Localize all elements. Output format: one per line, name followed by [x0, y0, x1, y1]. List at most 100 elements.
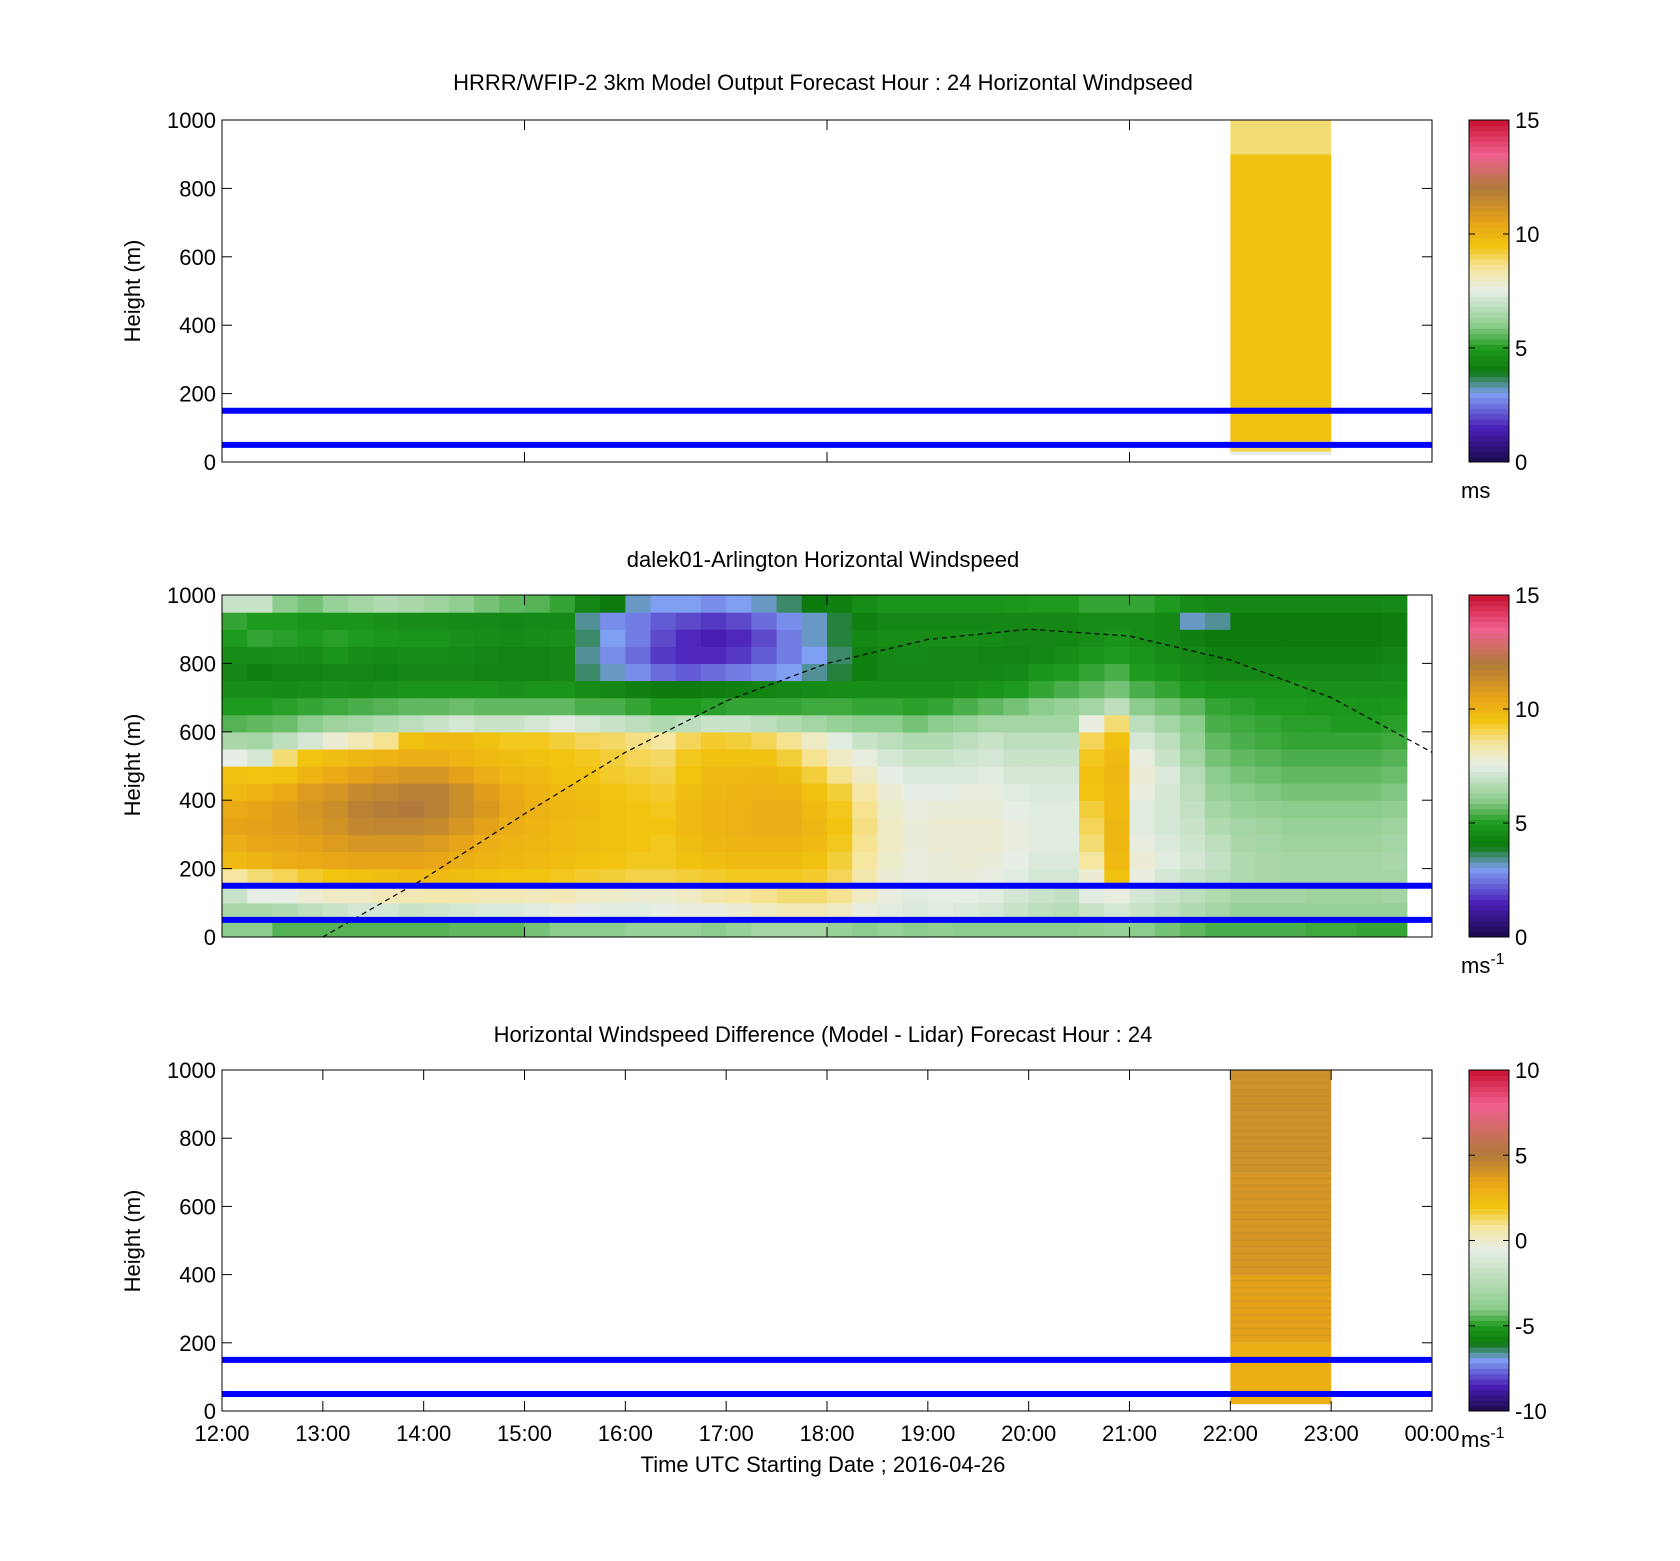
lidar-cell	[1255, 851, 1282, 870]
lidar-cell	[1028, 697, 1055, 716]
lidar-cell	[827, 817, 853, 835]
colorbar-segment	[1469, 675, 1509, 681]
lidar-cell	[675, 766, 702, 784]
lidar-cell	[675, 834, 702, 853]
colorbar-segment	[1469, 808, 1509, 815]
lidar-cell	[625, 766, 652, 784]
lidar-cell	[953, 714, 979, 733]
lidar-cell	[247, 800, 274, 818]
y-tick-label: 1000	[167, 1058, 216, 1083]
lidar-cell	[650, 646, 677, 664]
colorbar-segment	[1469, 824, 1509, 831]
lidar-cell	[1230, 800, 1257, 818]
lidar-cell	[222, 851, 248, 870]
lidar-cell	[877, 748, 904, 767]
colorbar-segment	[1469, 1139, 1509, 1146]
lidar-cell	[927, 766, 954, 784]
lidar-cell	[978, 680, 1005, 699]
colorbar-segment	[1469, 1176, 1509, 1183]
lidar-cell	[398, 731, 425, 750]
lidar-cell	[1381, 595, 1408, 613]
lidar-cell	[1356, 731, 1383, 750]
lidar-cell	[474, 902, 500, 921]
lidar-cell	[348, 868, 374, 887]
lidar-cell	[675, 902, 702, 921]
lidar-cell	[902, 697, 929, 716]
colorbar-segment	[1469, 146, 1509, 153]
colorbar-segment	[1469, 1400, 1509, 1407]
lidar-cell	[1205, 868, 1231, 887]
lidar-cell	[1003, 885, 1030, 904]
lidar-cell	[801, 595, 828, 613]
colorbar-segment	[1469, 413, 1509, 420]
lidar-cell	[398, 646, 425, 664]
lidar-cell	[700, 800, 727, 818]
colorbar-segment	[1469, 216, 1509, 223]
lidar-cell	[1205, 817, 1231, 835]
lidar-cell	[1179, 885, 1206, 904]
lidar-cell	[927, 800, 954, 818]
model-band	[1230, 1205, 1332, 1207]
colorbar-segment	[1469, 349, 1509, 356]
lidar-cell	[524, 731, 551, 750]
lidar-cell	[448, 834, 475, 853]
lidar-cell	[1331, 680, 1357, 699]
lidar-cell	[1179, 834, 1206, 853]
model-band	[1230, 1232, 1332, 1234]
colorbar-segment	[1469, 456, 1509, 463]
lidar-cell	[902, 817, 929, 835]
lidar-cell	[1331, 834, 1357, 853]
lidar-cell	[1129, 663, 1156, 682]
lidar-cell	[726, 766, 752, 784]
lidar-cell	[978, 783, 1005, 801]
lidar-cell	[1079, 748, 1105, 767]
lidar-cell	[827, 885, 853, 904]
lidar-cell	[650, 731, 677, 750]
lidar-cell	[1003, 817, 1030, 835]
lidar-cell	[549, 868, 576, 887]
lidar-cell	[600, 748, 626, 767]
colorbar-tick-label: 15	[1515, 108, 1539, 133]
lidar-cell	[801, 783, 828, 801]
lidar-cell	[272, 646, 299, 664]
lidar-cell	[675, 851, 702, 870]
lidar-cell	[700, 646, 727, 664]
colorbar-segment	[1469, 419, 1509, 426]
lidar-cell	[373, 885, 400, 904]
lidar-cell	[423, 851, 450, 870]
lidar-cell	[373, 680, 400, 699]
lidar-cell	[978, 748, 1005, 767]
colorbar-segment	[1469, 1085, 1509, 1092]
colorbar-segment	[1469, 830, 1509, 836]
plot-area: 0 200 400 600 800 1000 12:00 13:00 14:00 15:00 16:…	[167, 1058, 1459, 1446]
colorbar-segment	[1469, 894, 1509, 901]
lidar-cell	[1003, 680, 1030, 699]
lidar-cell	[1079, 629, 1105, 647]
lidar-cell	[423, 663, 450, 682]
lidar-cell	[499, 817, 526, 835]
lidar-cell	[1305, 919, 1332, 937]
lidar-cell	[1205, 800, 1231, 818]
lidar-cell	[448, 766, 475, 784]
colorbar-segment	[1469, 1347, 1509, 1353]
lidar-cell	[474, 748, 500, 767]
lidar-cell	[978, 834, 1005, 853]
lidar-cell	[1255, 868, 1282, 887]
lidar-cell	[953, 612, 979, 630]
colorbar-segment	[1469, 1395, 1509, 1401]
lidar-cell	[1104, 919, 1131, 937]
lidar-cell	[499, 800, 526, 818]
colorbar-segment	[1469, 168, 1509, 174]
lidar-cell	[953, 800, 979, 818]
colorbar-tick-label: 10	[1515, 222, 1539, 247]
lidar-cell	[524, 595, 551, 613]
colorbar-segment	[1469, 1208, 1509, 1215]
lidar-cell	[852, 595, 879, 613]
colorbar-segment	[1469, 451, 1509, 458]
lidar-cell	[524, 902, 551, 921]
lidar-cell	[827, 680, 853, 699]
model-band	[1230, 1252, 1332, 1255]
lidar-cell	[1255, 697, 1282, 716]
lidar-cell	[1381, 731, 1408, 750]
lidar-cell	[474, 817, 500, 835]
